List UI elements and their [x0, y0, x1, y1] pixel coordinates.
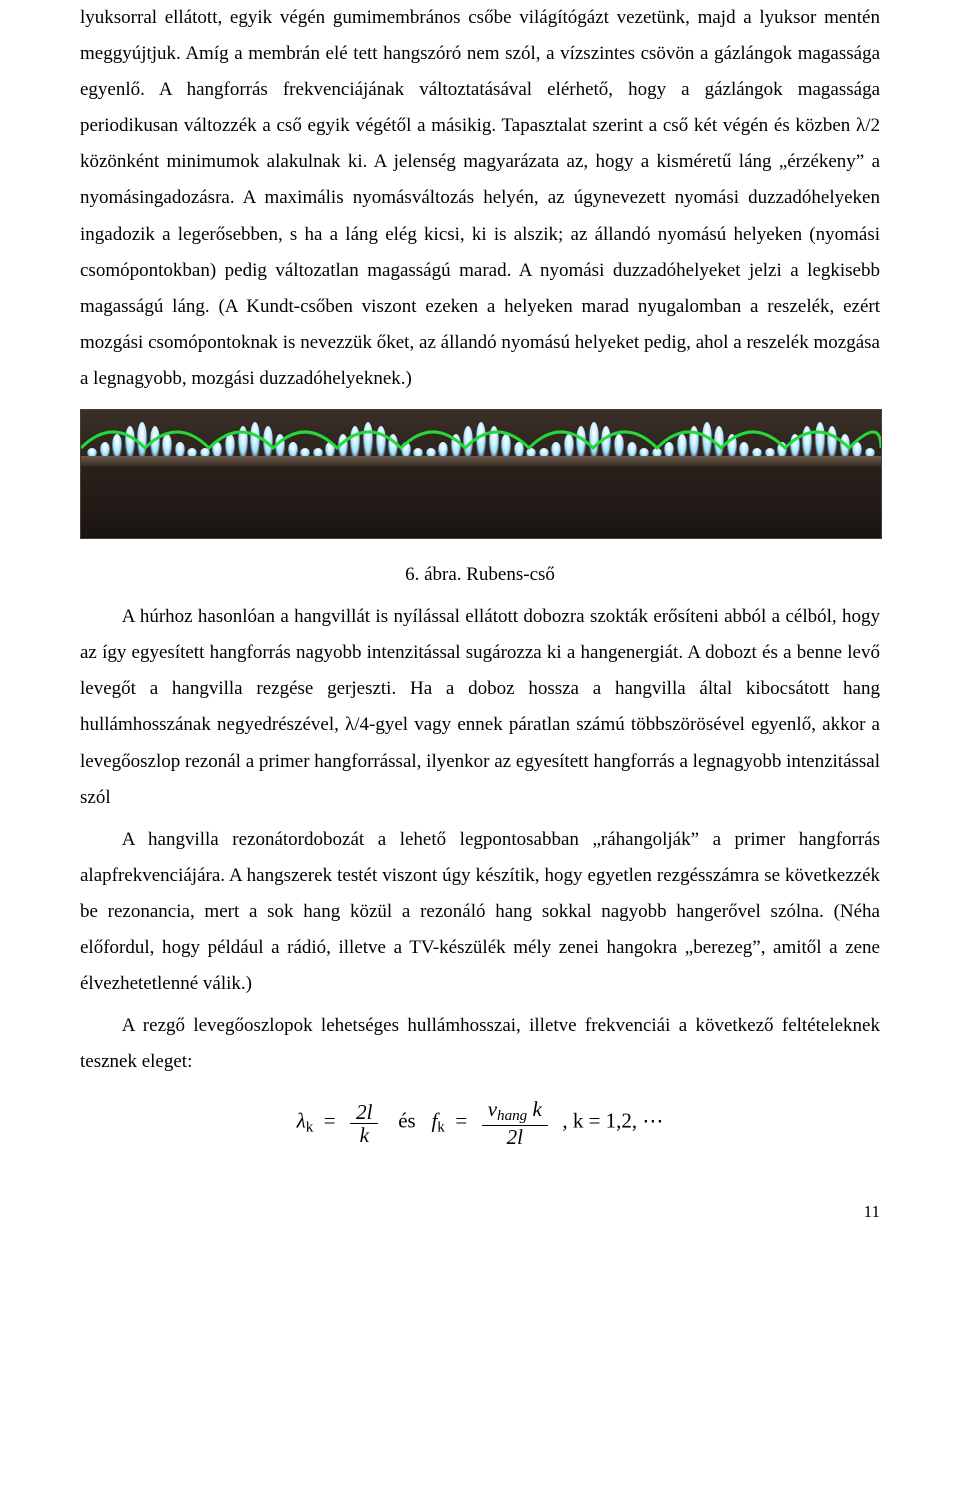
body-paragraph-4: A rezgő levegőoszlopok lehetséges hullám… [80, 1008, 880, 1080]
page-number: 11 [80, 1196, 880, 1228]
figure-caption: 6. ábra. Rubens-cső [80, 557, 880, 593]
body-paragraph-3: A hangvilla rezonátordobozát a lehető le… [80, 822, 880, 1002]
body-paragraph-2: A húrhoz hasonlóan a hangvillát is nyílá… [80, 599, 880, 816]
standing-wave-overlay [81, 412, 881, 458]
equation-wavelength-frequency: λk = 2l k és fk = vhang k 2l , k = 1,2, … [80, 1098, 880, 1148]
figure-rubens-tube [80, 409, 882, 539]
tube-edge [81, 456, 881, 466]
body-paragraph-1: lyuksorral ellátott, egyik végén gumimem… [80, 0, 880, 397]
